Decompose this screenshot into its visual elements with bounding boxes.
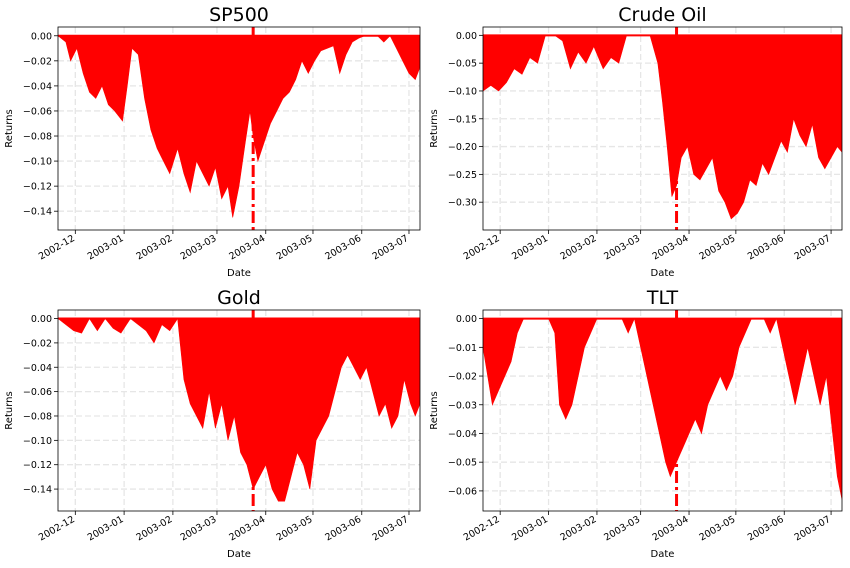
y-tick-label: −0.04	[448, 429, 477, 440]
y-tick-label: −0.01	[448, 343, 477, 354]
y-tick-label: −0.10	[23, 157, 52, 168]
y-tick-label: −0.04	[23, 363, 52, 374]
y-tick-label: −0.14	[23, 485, 52, 496]
y-tick-label: −0.08	[23, 411, 52, 422]
y-tick-label: 0.00	[31, 31, 52, 42]
x-axis-label: Date	[651, 549, 675, 560]
chart-title: Crude Oil	[618, 4, 706, 26]
x-axis-label: Date	[227, 268, 251, 279]
y-tick-label: 0.00	[456, 314, 477, 325]
y-axis-label: Returns	[429, 391, 440, 429]
y-tick-label: −0.02	[448, 372, 477, 383]
chart-title: SP500	[209, 4, 269, 26]
y-axis-label: Returns	[429, 109, 440, 147]
chart-title: Gold	[217, 287, 261, 309]
y-tick-label: −0.12	[23, 182, 52, 193]
y-axis-label: Returns	[4, 391, 15, 429]
y-tick-label: −0.08	[23, 132, 52, 143]
x-axis-label: Date	[227, 549, 251, 560]
y-tick-label: −0.15	[448, 114, 477, 125]
y-tick-label: −0.05	[448, 458, 477, 469]
y-tick-label: −0.12	[23, 460, 52, 471]
y-tick-label: −0.25	[448, 170, 477, 181]
chart-title: TLT	[646, 287, 679, 309]
y-tick-label: −0.20	[448, 142, 477, 153]
y-tick-label: −0.06	[23, 387, 52, 398]
x-axis-label: Date	[651, 268, 675, 279]
y-tick-label: −0.06	[448, 486, 477, 497]
y-tick-label: −0.14	[23, 207, 52, 218]
y-tick-label: 0.00	[31, 314, 52, 325]
y-axis-label: Returns	[4, 109, 15, 147]
y-tick-label: −0.02	[23, 56, 52, 67]
y-tick-label: −0.05	[448, 59, 477, 70]
y-tick-label: −0.04	[23, 81, 52, 92]
y-tick-label: −0.02	[23, 338, 52, 349]
y-tick-label: −0.10	[448, 86, 477, 97]
y-tick-label: −0.10	[23, 436, 52, 447]
y-tick-label: 0.00	[456, 31, 477, 42]
y-tick-label: −0.03	[448, 400, 477, 411]
y-tick-label: −0.06	[23, 106, 52, 117]
y-tick-label: −0.30	[448, 198, 477, 209]
